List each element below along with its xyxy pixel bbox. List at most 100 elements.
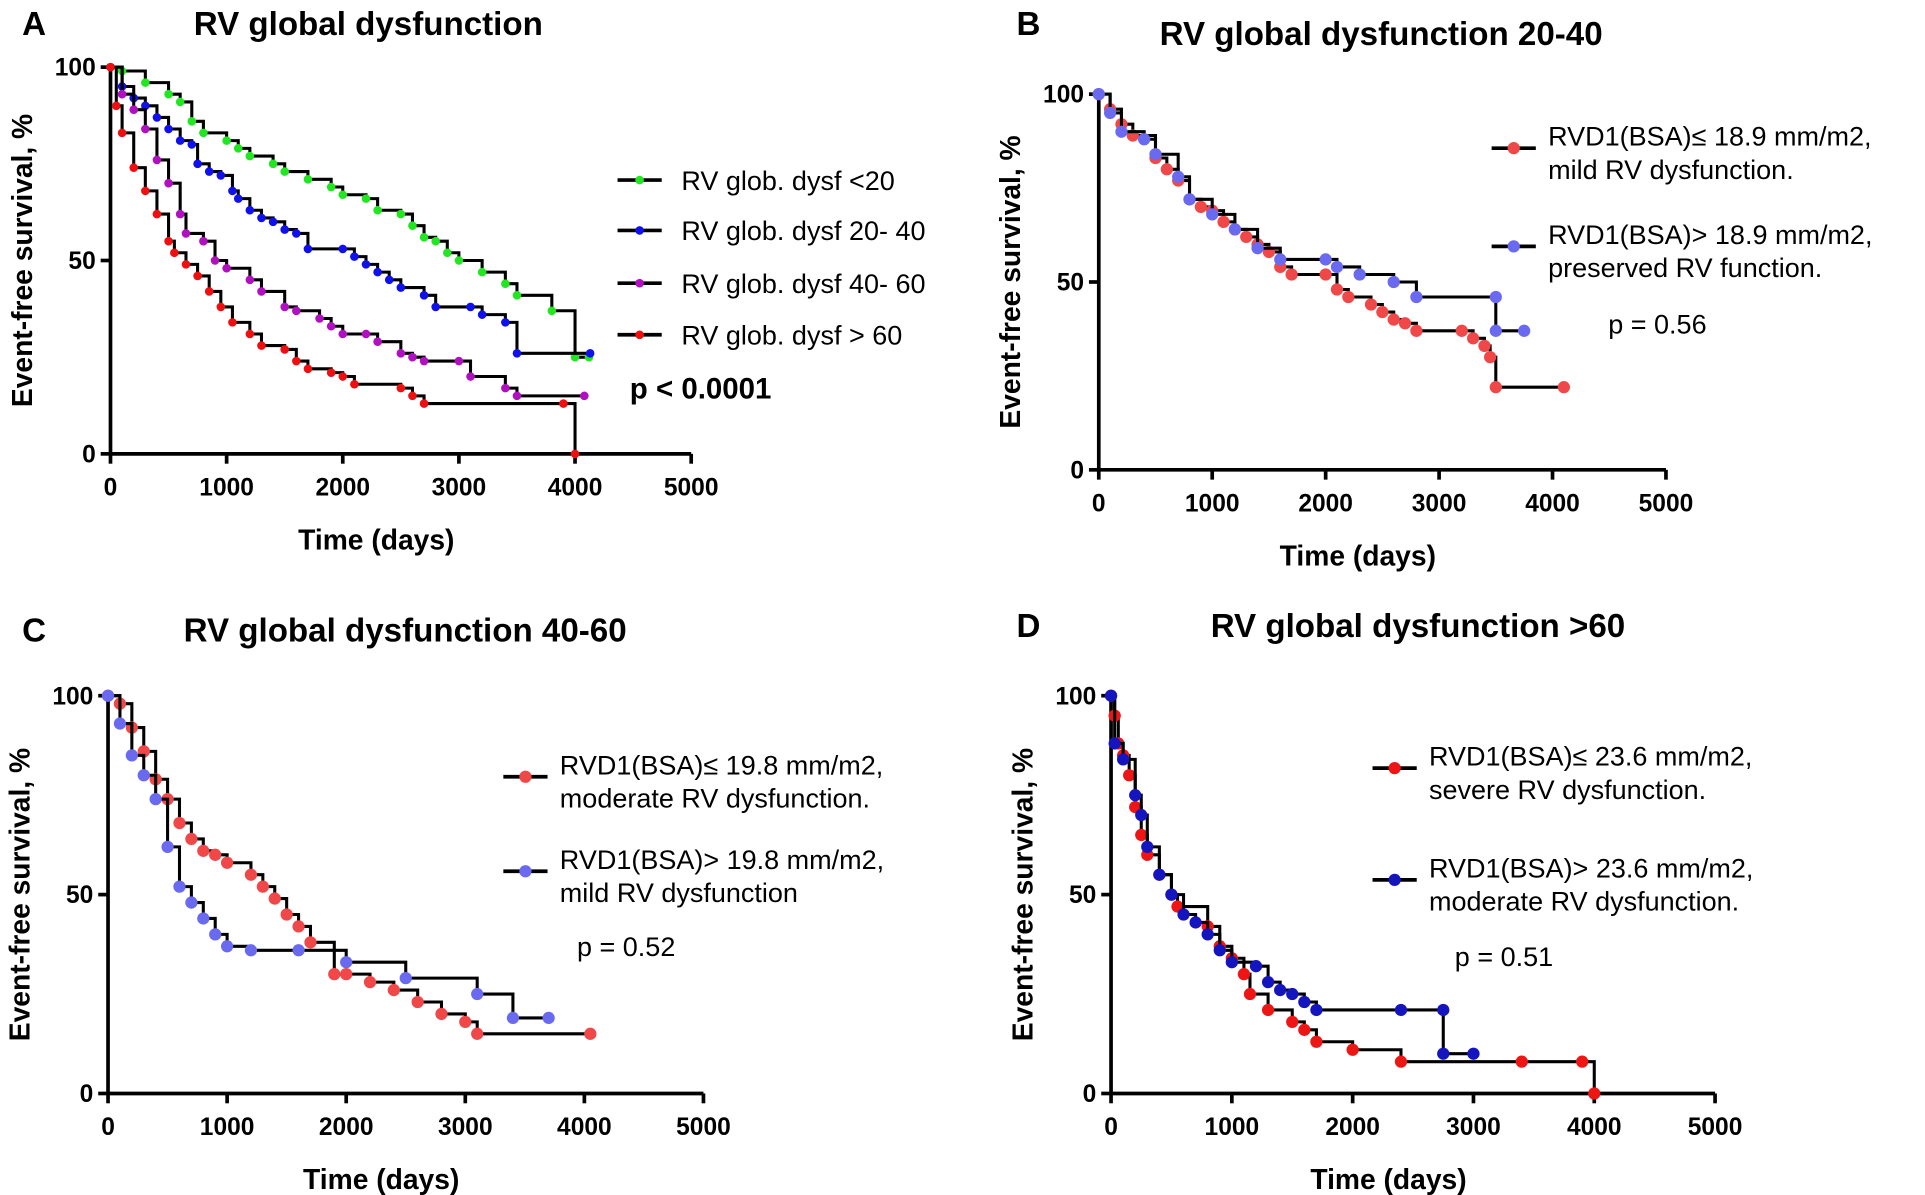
y-tick-label: 100 (55, 55, 96, 82)
x-tick-label: 4000 (557, 1114, 612, 1141)
survival-step-line (1098, 92, 1525, 333)
y-tick-label: 50 (1069, 882, 1096, 909)
censor-mark (233, 194, 243, 203)
censor-mark (193, 159, 202, 169)
series-0 (1092, 88, 1571, 394)
legend-label: RV glob. dysf 20- 40 (681, 216, 925, 246)
legend-marker (519, 865, 532, 878)
series-1 (106, 62, 595, 358)
censor-mark (1398, 317, 1412, 330)
censor-mark (1376, 305, 1389, 319)
x-tick-label: 5000 (1639, 491, 1694, 518)
censor-mark (1319, 268, 1332, 281)
legend-label-line2: mild RV dysfunction. (1548, 155, 1794, 185)
censor-mark (1394, 1003, 1408, 1017)
censor-mark (303, 244, 313, 254)
censor-mark (501, 279, 510, 289)
censor-mark (1489, 381, 1502, 394)
censor-mark (193, 271, 202, 281)
censor-mark (326, 182, 336, 192)
x-axis-label: Time (days) (1280, 540, 1436, 572)
x-tick-label: 2000 (315, 475, 370, 502)
censor-mark (1115, 125, 1128, 138)
censor-mark (459, 1015, 472, 1029)
censor-mark (1467, 1047, 1480, 1060)
x-tick-label: 4000 (1567, 1114, 1622, 1141)
censor-mark (181, 260, 191, 269)
censor-mark (340, 956, 353, 969)
censor-mark (152, 113, 162, 122)
p-value: p = 0.51 (1455, 942, 1553, 972)
legend-marker (635, 278, 644, 288)
legend-item: RVD1(BSA)> 19.8 mm/m2,mild RV dysfunctio… (503, 845, 884, 908)
censor-mark (361, 260, 371, 269)
censor-mark (1129, 789, 1142, 802)
censor-mark (1194, 200, 1208, 213)
chart-title: RV global dysfunction (194, 6, 543, 43)
panel-label: B (1017, 6, 1041, 43)
censor-mark (280, 225, 289, 234)
legend-item: RVD1(BSA)≤ 18.9 mm/m2,mild RV dysfunctio… (1491, 122, 1872, 185)
censor-mark (173, 816, 186, 830)
censor-mark (222, 263, 231, 273)
legend-item: RV glob. dysf 40- 60 (617, 269, 926, 299)
survival-step-line (110, 65, 585, 398)
censor-mark (303, 174, 313, 184)
censor-mark (164, 89, 173, 99)
censor-mark (141, 186, 150, 196)
censor-mark (1330, 260, 1344, 274)
p-value: p = 0.56 (1608, 310, 1706, 340)
censor-mark (1165, 888, 1178, 901)
censor-mark (164, 178, 173, 188)
censor-mark (340, 968, 353, 981)
x-tick-label: 0 (104, 475, 118, 502)
censor-mark (204, 167, 214, 176)
censor-mark (431, 236, 440, 246)
x-tick-label: 2000 (1298, 491, 1353, 518)
censor-mark (1104, 689, 1118, 702)
censor-mark (1346, 1043, 1359, 1056)
legend-marker (519, 770, 532, 783)
censor-mark (1149, 148, 1162, 161)
censor-mark (471, 1027, 484, 1040)
censor-mark (292, 356, 301, 366)
censor-mark (361, 329, 371, 339)
censor-mark (112, 101, 121, 111)
censor-mark (1437, 1003, 1450, 1017)
legend-item: RV glob. dysf 20- 40 (617, 216, 926, 246)
censor-mark (1310, 1003, 1323, 1017)
x-tick-label: 1000 (199, 475, 254, 502)
censor-mark (152, 209, 162, 219)
censor-mark (338, 190, 348, 200)
censor-mark (1387, 275, 1400, 289)
censor-mark (466, 372, 475, 381)
censor-mark (209, 848, 222, 861)
censor-mark (1286, 987, 1299, 1001)
censor-mark (363, 975, 377, 989)
chart-title: RV global dysfunction >60 (1211, 608, 1625, 645)
y-axis-label: Event-free survival, % (6, 114, 38, 407)
chart-title: RV global dysfunction 20-40 (1160, 16, 1603, 53)
censor-mark (164, 124, 173, 134)
censor-mark (304, 936, 317, 949)
y-tick-label: 0 (1083, 1081, 1097, 1108)
censor-mark (199, 236, 208, 246)
censor-mark (580, 391, 589, 401)
censor-mark (454, 256, 464, 265)
censor-mark (1092, 88, 1105, 101)
censor-mark (1298, 995, 1311, 1009)
censor-mark (175, 209, 185, 219)
censor-mark (373, 205, 382, 215)
censor-mark (1123, 769, 1136, 782)
censor-mark (1274, 253, 1287, 266)
censor-mark (350, 379, 359, 389)
x-tick-label: 2000 (1325, 1114, 1380, 1141)
y-tick-label: 50 (68, 248, 95, 275)
legend-label: RV glob. dysf <20 (681, 166, 894, 196)
censor-mark (187, 140, 197, 149)
censor-mark (185, 832, 198, 846)
censor-mark (501, 318, 510, 327)
censor-mark (1116, 753, 1130, 766)
censor-mark (396, 383, 406, 393)
censor-mark (292, 306, 301, 316)
